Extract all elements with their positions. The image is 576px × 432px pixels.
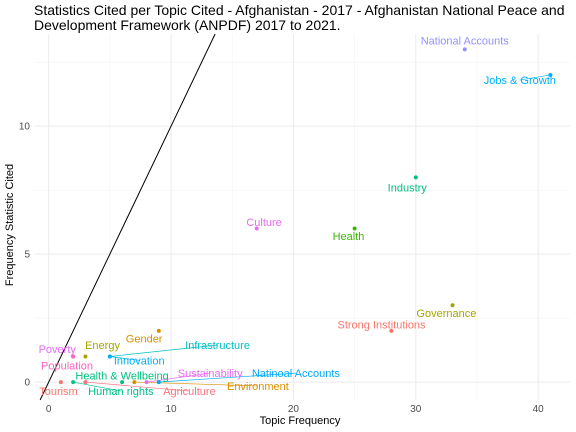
point-label: Industry — [388, 183, 428, 195]
label-leader — [109, 344, 218, 357]
label-leader — [109, 356, 140, 361]
data-point — [132, 380, 137, 385]
x-tick-label: 20 — [288, 404, 300, 415]
point-label: Gender — [126, 334, 163, 346]
point-label: Strong Institutions — [338, 319, 427, 331]
point-label: Health & Wellbeing — [75, 371, 168, 383]
point-label: Culture — [246, 217, 281, 229]
point-label: Tourism — [39, 386, 78, 398]
point-label: Infrastructure — [185, 340, 250, 352]
axis-ticks: 0 10 20 30 40 0 5 10 — [19, 122, 544, 415]
point-label: Sustainability — [178, 368, 243, 380]
label-leader — [146, 372, 211, 383]
point-label: Environment — [227, 381, 289, 393]
y-axis-label: Frequency Statistic Cited — [4, 164, 16, 286]
data-point — [156, 380, 161, 385]
point-label: Natinoal Accounts — [252, 368, 341, 380]
data-point — [548, 72, 553, 77]
label-leader — [519, 74, 551, 81]
data-point — [58, 380, 63, 385]
x-tick-label: 40 — [533, 404, 545, 415]
label-leaders — [73, 74, 551, 392]
data-point — [156, 328, 161, 333]
x-axis-label: Topic Frequency — [260, 415, 341, 427]
x-tick-label: 10 — [165, 404, 177, 415]
data-point — [254, 226, 259, 231]
data-point — [413, 175, 418, 180]
data-points — [58, 47, 553, 385]
reference-line-group — [39, 33, 216, 401]
data-point — [144, 380, 149, 385]
reference-line — [39, 33, 216, 401]
point-label: National Accounts — [421, 35, 510, 47]
data-point — [389, 328, 394, 333]
data-point — [107, 354, 112, 359]
data-point — [71, 354, 76, 359]
point-label: Agriculture — [163, 386, 216, 398]
data-point — [83, 354, 88, 359]
point-label: Innovation — [114, 355, 165, 367]
data-point — [83, 380, 88, 385]
data-point — [462, 47, 467, 52]
label-leader — [158, 372, 296, 383]
point-labels: National Accounts Jobs & Growth Industry Cu… — [39, 35, 556, 398]
y-tick-label: 5 — [24, 250, 30, 261]
x-tick-label: 0 — [46, 404, 52, 415]
point-label: Poverty — [39, 344, 77, 356]
data-point — [120, 380, 125, 385]
point-label: Governance — [416, 308, 476, 320]
point-label: Population — [41, 360, 93, 372]
data-point — [71, 380, 76, 385]
y-tick-label: 0 — [24, 378, 30, 389]
label-leader — [73, 381, 121, 392]
point-label: Jobs & Growth — [484, 75, 556, 87]
y-tick-label: 10 — [19, 122, 31, 133]
point-label: Energy — [85, 340, 120, 352]
data-point — [450, 303, 455, 308]
x-tick-label: 30 — [410, 404, 422, 415]
chart-title: Statistics Cited per Topic Cited - Afgha… — [34, 3, 565, 33]
label-leader — [134, 381, 258, 387]
label-leader — [85, 381, 190, 392]
grid-lines — [34, 34, 570, 400]
point-label: Human rights — [88, 386, 154, 398]
point-label: Health — [333, 231, 365, 243]
chart-title-line-2: Development Framework (ANPDF) 2017 to 20… — [34, 17, 341, 33]
data-point — [352, 226, 357, 231]
chart-title-line-1: Statistics Cited per Topic Cited - Afgha… — [34, 2, 565, 18]
